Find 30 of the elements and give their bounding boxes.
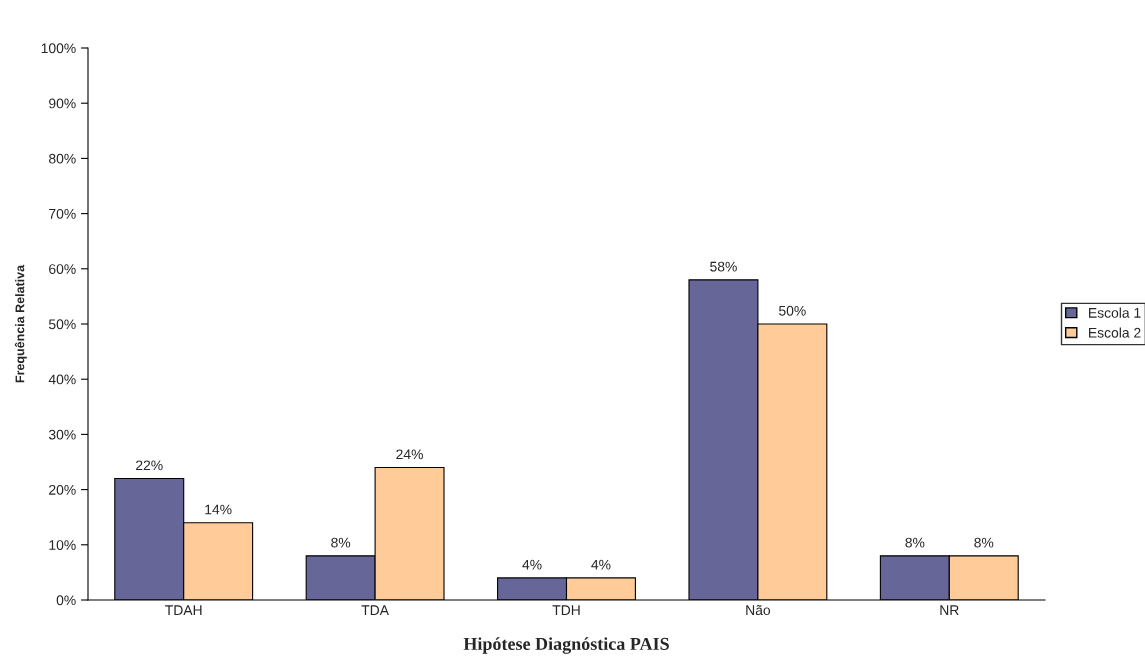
data-label: 8% xyxy=(331,537,351,548)
x-axis-title: Hipótese Diagnóstica PAIS xyxy=(463,637,669,654)
data-label: 8% xyxy=(974,537,994,548)
data-label: 22% xyxy=(136,460,163,471)
y-axis-title: Frequência Relativa xyxy=(14,264,27,383)
data-label: 14% xyxy=(205,504,232,515)
y-tick-label: 50% xyxy=(48,319,76,330)
y-tick-label: 80% xyxy=(49,153,76,164)
y-tick-label: 40% xyxy=(48,374,76,385)
y-tick-label: 60% xyxy=(49,264,76,274)
x-tick-label: TDA xyxy=(361,605,389,615)
x-tick-label: TDH xyxy=(552,605,580,615)
y-tick-label: 90% xyxy=(49,98,76,109)
y-tick-label: 10% xyxy=(49,540,76,550)
y-tick-label: 20% xyxy=(49,484,76,495)
x-tick-label: TDAH xyxy=(165,605,202,615)
data-label: 4% xyxy=(591,559,611,570)
y-tick-label: 30% xyxy=(48,429,76,440)
x-tick-label: Não xyxy=(746,604,771,616)
data-label: 24% xyxy=(396,449,423,460)
y-tick-label: 70% xyxy=(49,208,76,219)
y-tick-label: 100% xyxy=(41,43,76,54)
legend-label: Escola 2 xyxy=(1089,327,1141,338)
data-label: 4% xyxy=(522,559,542,570)
data-label: 8% xyxy=(905,537,925,548)
legend-label: Escola 1 xyxy=(1089,307,1141,318)
y-tick-label: 0% xyxy=(56,595,76,606)
data-label: 50% xyxy=(779,305,806,316)
x-tick-label: NR xyxy=(940,605,959,615)
data-label: 58% xyxy=(710,261,737,272)
